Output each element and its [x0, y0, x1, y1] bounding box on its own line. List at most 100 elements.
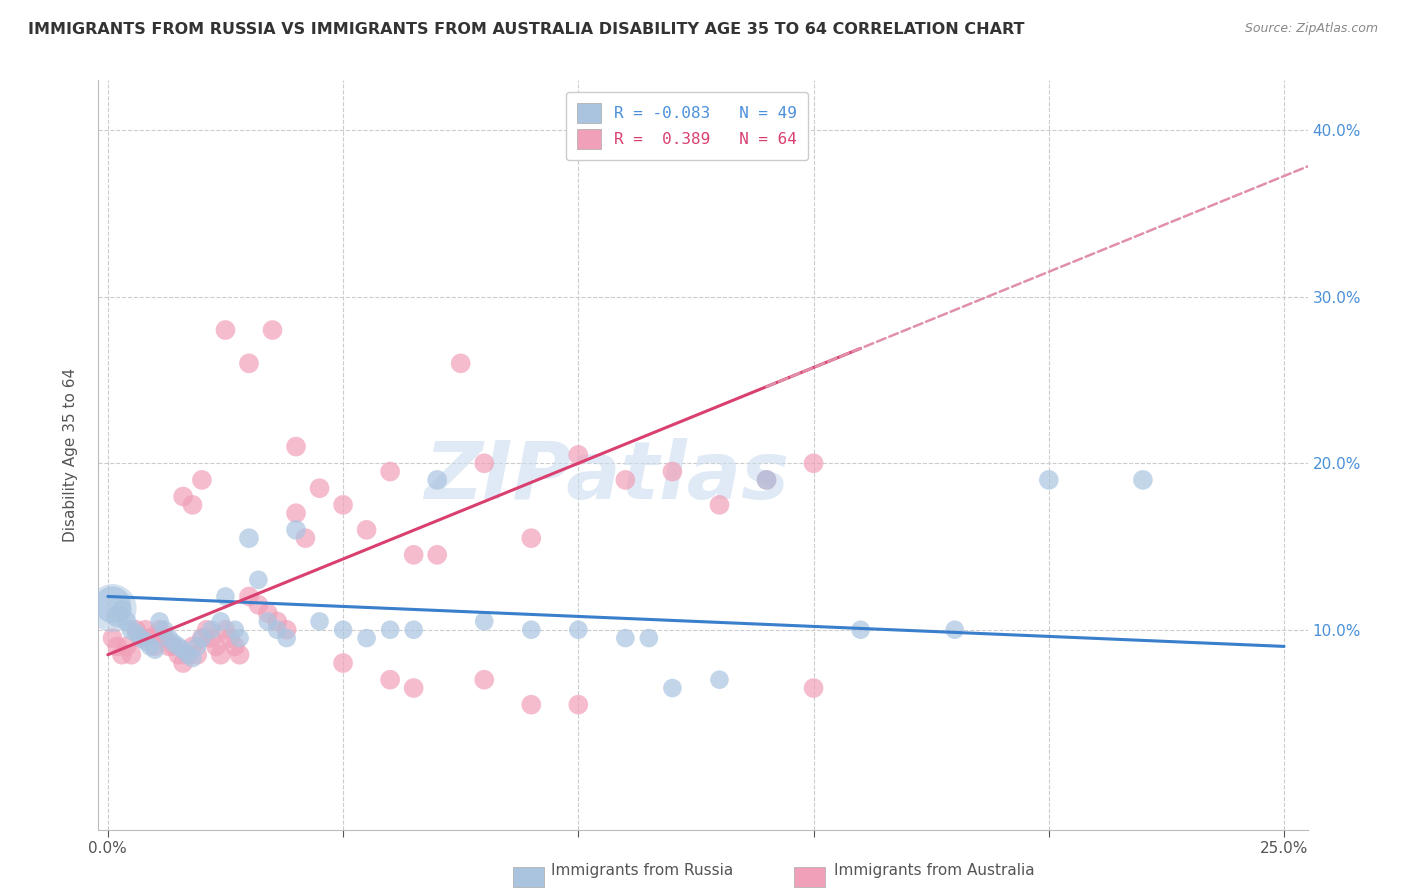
Y-axis label: Disability Age 35 to 64: Disability Age 35 to 64: [63, 368, 77, 542]
Point: [520, 698, 543, 712]
Point: [157, 631, 180, 645]
Point: [167, 648, 190, 662]
Point: [803, 681, 825, 695]
Point: [402, 548, 425, 562]
Point: [167, 640, 190, 654]
Point: [191, 631, 214, 645]
Point: [276, 623, 298, 637]
Point: [661, 681, 683, 695]
Point: [120, 648, 142, 662]
Point: [125, 626, 148, 640]
Point: [105, 640, 128, 654]
Point: [614, 631, 637, 645]
Point: [285, 440, 308, 454]
Point: [472, 673, 495, 687]
Text: ZIPatlas: ZIPatlas: [423, 438, 789, 516]
Point: [332, 623, 354, 637]
Point: [308, 481, 330, 495]
Point: [256, 606, 278, 620]
Point: [115, 640, 138, 654]
Point: [172, 656, 194, 670]
Point: [308, 615, 330, 629]
Point: [172, 642, 194, 657]
Point: [450, 356, 472, 370]
Point: [134, 634, 156, 648]
Point: [139, 640, 162, 654]
Point: [177, 648, 200, 662]
Point: [638, 631, 661, 645]
Point: [332, 656, 354, 670]
Text: IMMIGRANTS FROM RUSSIA VS IMMIGRANTS FROM AUSTRALIA DISABILITY AGE 35 TO 64 CORR: IMMIGRANTS FROM RUSSIA VS IMMIGRANTS FRO…: [28, 22, 1025, 37]
Point: [214, 623, 236, 637]
Point: [153, 631, 176, 645]
Point: [332, 498, 354, 512]
Point: [143, 640, 166, 654]
Text: Source: ZipAtlas.com: Source: ZipAtlas.com: [1244, 22, 1378, 36]
Point: [378, 465, 401, 479]
Legend: R = -0.083   N = 49, R =  0.389   N = 64: R = -0.083 N = 49, R = 0.389 N = 64: [565, 92, 808, 160]
Point: [111, 603, 134, 617]
Point: [214, 590, 236, 604]
Point: [105, 609, 128, 624]
Point: [129, 631, 152, 645]
Point: [472, 456, 495, 470]
Point: [1132, 473, 1154, 487]
Point: [181, 640, 204, 654]
Point: [520, 623, 543, 637]
Point: [378, 623, 401, 637]
Point: [803, 456, 825, 470]
Point: [153, 623, 176, 637]
Point: [191, 473, 214, 487]
Point: [195, 623, 218, 637]
Point: [238, 531, 260, 545]
Point: [285, 523, 308, 537]
Point: [139, 631, 162, 645]
Text: Immigrants from Australia: Immigrants from Australia: [834, 863, 1035, 878]
Point: [224, 623, 246, 637]
Point: [224, 640, 246, 654]
Point: [200, 631, 222, 645]
Point: [755, 473, 778, 487]
Point: [149, 623, 172, 637]
Point: [191, 631, 214, 645]
Point: [402, 681, 425, 695]
Point: [256, 615, 278, 629]
Point: [134, 623, 156, 637]
Point: [214, 323, 236, 337]
Point: [101, 631, 124, 645]
Point: [149, 615, 172, 629]
Point: [943, 623, 966, 637]
Point: [661, 465, 683, 479]
Point: [266, 623, 288, 637]
Point: [402, 623, 425, 637]
Point: [219, 631, 242, 645]
Point: [472, 615, 495, 629]
Point: [709, 498, 731, 512]
Point: [285, 506, 308, 520]
Point: [567, 698, 589, 712]
Point: [228, 631, 250, 645]
Point: [356, 631, 378, 645]
Point: [125, 623, 148, 637]
Point: [101, 598, 124, 612]
Point: [172, 490, 194, 504]
Point: [247, 598, 270, 612]
Point: [186, 648, 208, 662]
Point: [426, 473, 449, 487]
Point: [186, 640, 208, 654]
Point: [209, 615, 232, 629]
Point: [163, 636, 186, 650]
Point: [209, 648, 232, 662]
Point: [163, 640, 186, 654]
Point: [567, 623, 589, 637]
Point: [129, 631, 152, 645]
Point: [238, 356, 260, 370]
Point: [247, 573, 270, 587]
Point: [200, 623, 222, 637]
Point: [294, 531, 316, 545]
Point: [205, 640, 228, 654]
Text: Immigrants from Russia: Immigrants from Russia: [551, 863, 734, 878]
Point: [143, 642, 166, 657]
Point: [755, 473, 778, 487]
Point: [262, 323, 284, 337]
